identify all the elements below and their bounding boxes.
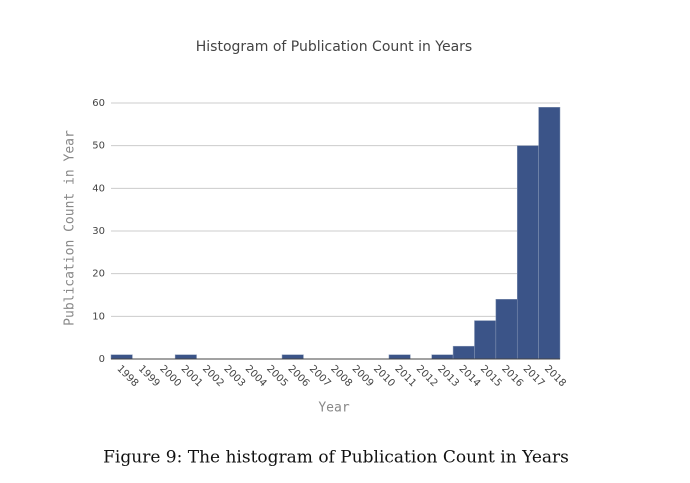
y-tick-label: 10 [92,311,105,322]
x-tick-label: 2007 [307,363,333,389]
bar [281,354,304,360]
x-tick-label: 2015 [478,363,504,389]
x-tick-label: 2002 [200,363,226,389]
x-axis-title: Year [318,401,349,416]
bar [388,354,411,360]
x-tick-label: 2017 [521,363,547,389]
x-tick-label: 2009 [350,363,376,389]
x-tick-label: 2000 [157,363,183,389]
bar [452,345,475,360]
x-tick-label: 2008 [328,363,354,389]
x-tick-label: 2011 [392,363,418,389]
x-tick-label: 2018 [542,363,568,389]
bar [110,354,133,360]
x-tick-label: 2001 [179,363,205,389]
x-tick-label: 2005 [264,363,290,389]
bar [495,299,518,360]
x-tick-label: 2013 [435,363,461,389]
y-axis-title: Publication Count in Year [63,130,78,326]
x-tick-label: 2014 [457,363,483,389]
figure-caption: Figure 9: The histogram of Publication C… [103,448,569,468]
y-tick-label: 50 [92,141,105,152]
y-tick-label: 40 [92,183,105,194]
x-tick-label: 2006 [285,363,311,389]
y-tick-label: 20 [92,269,105,280]
x-tick-label: 1998 [114,363,140,389]
bar [538,107,561,360]
x-tick-label: 2003 [221,363,247,389]
bar [474,320,497,360]
x-tick-label: 1999 [136,363,162,389]
y-tick-label: 60 [92,98,105,109]
x-tick-label: 2012 [414,363,440,389]
y-tick-label: 0 [99,354,105,365]
x-tick-label: 2004 [243,363,269,389]
x-tick-label: 2010 [371,363,397,389]
x-tick-label: 2016 [499,363,525,389]
bar [431,354,454,360]
bar [516,145,539,360]
bar [174,354,197,360]
chart-title: Histogram of Publication Count in Years [196,39,472,55]
y-tick-label: 30 [92,226,105,237]
